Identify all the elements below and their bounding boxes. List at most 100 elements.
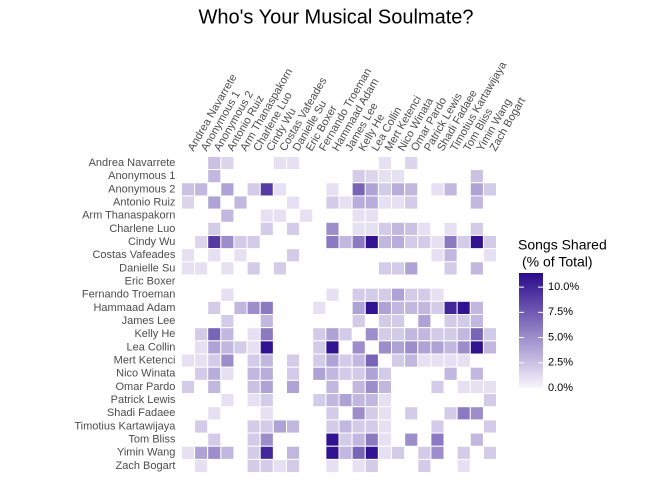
heatmap-cell bbox=[207, 327, 222, 342]
heatmap-cell bbox=[325, 353, 340, 368]
heatmap-cell bbox=[469, 340, 484, 355]
heatmap-cell bbox=[430, 300, 445, 315]
heatmap-cell bbox=[285, 353, 301, 368]
heatmap-cell bbox=[469, 406, 484, 421]
heatmap-cell bbox=[180, 353, 196, 368]
heatmap-cell bbox=[220, 353, 235, 368]
heatmap-cell bbox=[194, 419, 209, 434]
heatmap-cell bbox=[377, 155, 393, 171]
row-label: Danielle Su bbox=[119, 262, 175, 274]
heatmap-cell bbox=[351, 432, 366, 447]
heatmap-cell bbox=[482, 327, 498, 342]
heatmap-cell bbox=[482, 234, 498, 250]
heatmap-cell bbox=[246, 432, 261, 447]
heatmap-cell bbox=[364, 327, 379, 342]
heatmap-cell bbox=[364, 287, 379, 302]
heatmap-cell bbox=[312, 300, 327, 315]
heatmap-cell bbox=[417, 327, 432, 342]
heatmap-cell bbox=[469, 327, 484, 342]
heatmap-cell bbox=[259, 182, 274, 197]
heatmap-cell bbox=[377, 287, 393, 302]
heatmap-cell bbox=[338, 353, 353, 368]
heatmap-cell bbox=[194, 234, 209, 250]
heatmap-cell bbox=[377, 182, 393, 197]
heatmap-cell bbox=[391, 182, 406, 197]
heatmap-cell bbox=[364, 406, 379, 421]
heatmap-cell bbox=[364, 458, 379, 474]
colorbar-tick-label: 0.0% bbox=[548, 382, 573, 394]
heatmap-cell bbox=[299, 208, 314, 223]
row-label: Tom Bliss bbox=[128, 434, 176, 446]
heatmap-cell bbox=[430, 432, 445, 447]
heatmap-cell bbox=[456, 314, 471, 329]
row-label: Yimin Wang bbox=[117, 447, 175, 459]
heatmap-cell bbox=[404, 353, 419, 368]
row-label: Arm Thanaspakorn bbox=[82, 210, 175, 222]
heatmap-cell bbox=[377, 327, 393, 342]
heatmap-cell bbox=[285, 458, 301, 474]
heatmap-cell bbox=[207, 445, 222, 460]
heatmap-cell bbox=[338, 419, 353, 434]
heatmap-cell bbox=[207, 406, 222, 421]
heatmap-cell bbox=[233, 234, 248, 250]
heatmap-cell bbox=[220, 155, 235, 171]
heatmap-cell bbox=[443, 234, 458, 250]
heatmap-cell bbox=[220, 314, 235, 329]
heatmap-cell bbox=[417, 458, 432, 474]
heatmap-cell bbox=[391, 327, 406, 342]
heatmap-cell bbox=[207, 340, 222, 355]
heatmap-cell bbox=[246, 379, 261, 395]
heatmap-cell bbox=[285, 366, 301, 381]
heatmap-cell bbox=[430, 379, 445, 395]
heatmap-cell bbox=[325, 406, 340, 421]
heatmap-cell bbox=[417, 445, 432, 460]
heatmap-cell bbox=[207, 379, 222, 395]
heatmap-cell bbox=[220, 234, 235, 250]
heatmap-cell bbox=[312, 353, 327, 368]
heatmap-cell bbox=[417, 234, 432, 250]
heatmap-cell bbox=[391, 221, 406, 236]
heatmap-cell bbox=[246, 234, 261, 250]
heatmap-cell bbox=[443, 314, 458, 329]
heatmap-cell bbox=[417, 287, 432, 302]
heatmap-cell bbox=[246, 327, 261, 342]
heatmap-cell bbox=[220, 208, 235, 223]
heatmap-cell bbox=[430, 353, 445, 368]
heatmap-cell bbox=[430, 419, 445, 434]
heatmap-cell bbox=[259, 300, 274, 315]
heatmap-cell bbox=[194, 458, 209, 474]
heatmap-cell bbox=[207, 248, 222, 263]
heatmap-cell bbox=[351, 353, 366, 368]
heatmap-cell bbox=[325, 419, 340, 434]
heatmap-cell bbox=[338, 445, 353, 460]
heatmap-cell bbox=[246, 445, 261, 460]
heatmap-cell bbox=[312, 393, 327, 408]
heatmap-cell bbox=[443, 182, 458, 197]
heatmap-cell bbox=[207, 169, 222, 184]
heatmap-cell bbox=[364, 445, 379, 460]
heatmap-cell bbox=[272, 155, 287, 171]
row-label: James Lee bbox=[122, 315, 176, 327]
row-label: Lea Collin bbox=[127, 341, 176, 353]
heatmap-cell bbox=[469, 300, 484, 315]
heatmap-cell bbox=[325, 445, 340, 460]
heatmap-cell bbox=[272, 419, 287, 434]
heatmap-cell bbox=[417, 300, 432, 315]
heatmap-cell bbox=[469, 432, 484, 447]
heatmap-cell bbox=[351, 340, 366, 355]
heatmap-cell bbox=[482, 182, 498, 197]
heatmap-cell bbox=[207, 353, 222, 368]
heatmap-cell bbox=[377, 234, 393, 250]
heatmap-cell bbox=[272, 208, 287, 223]
heatmap-cell bbox=[220, 445, 235, 460]
heatmap-cell bbox=[364, 182, 379, 197]
heatmap-cell bbox=[391, 314, 406, 329]
heatmap-cell bbox=[377, 406, 393, 421]
heatmap-cell bbox=[391, 300, 406, 315]
row-label: Fernando Troeman bbox=[82, 289, 176, 301]
heatmap-cell bbox=[430, 182, 445, 197]
heatmap-cell bbox=[430, 445, 445, 460]
heatmap-cell bbox=[404, 155, 419, 171]
heatmap-cell bbox=[351, 195, 366, 210]
